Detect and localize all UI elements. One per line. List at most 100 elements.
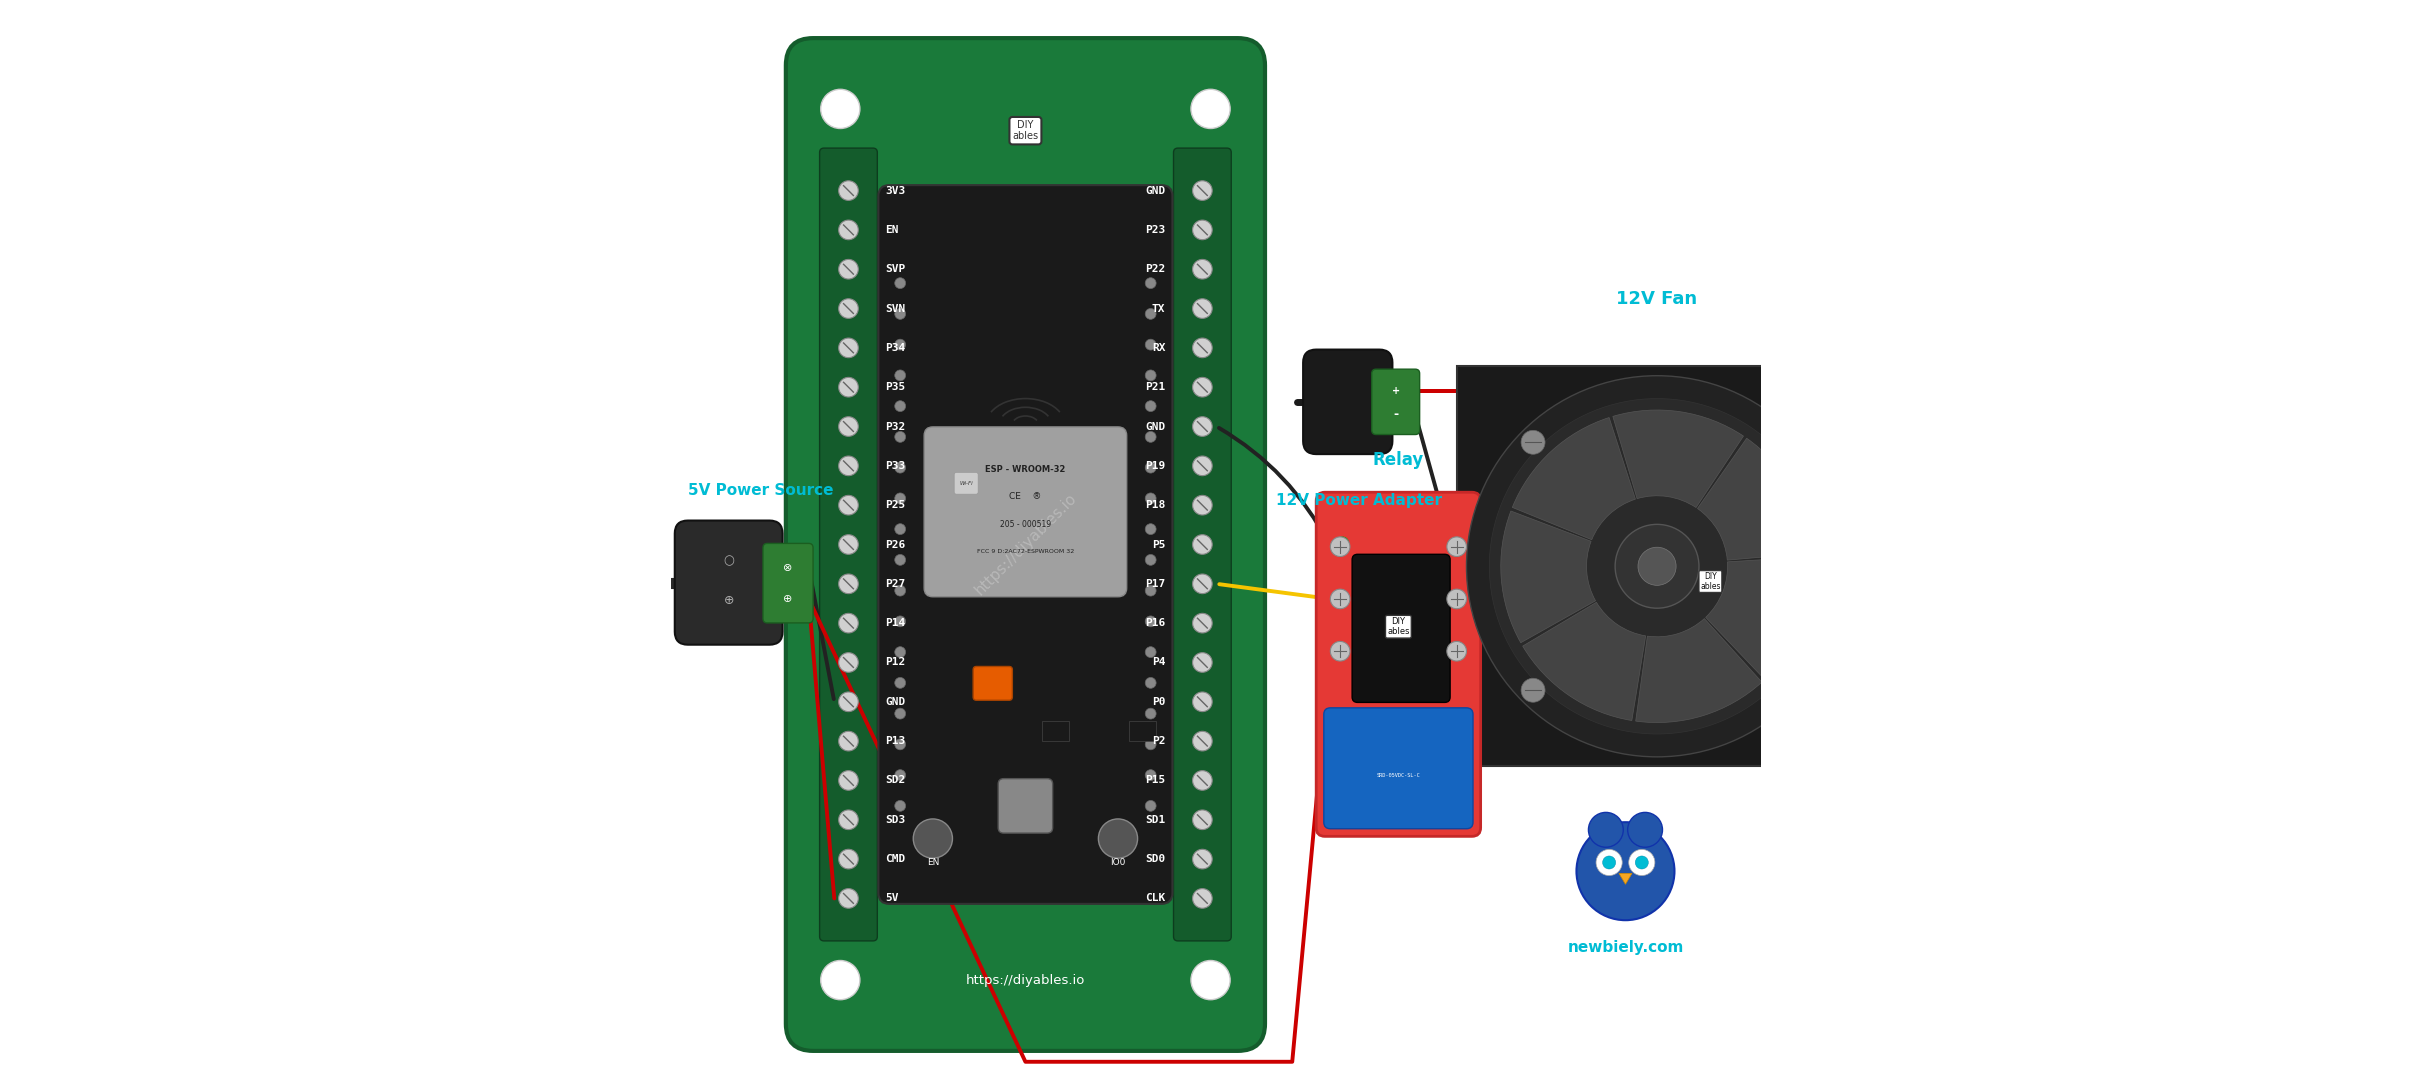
Text: DIY
ables: DIY ables	[1012, 120, 1038, 142]
Text: newbiely.com: newbiely.com	[1566, 940, 1683, 955]
Circle shape	[1629, 849, 1654, 876]
FancyBboxPatch shape	[1175, 148, 1231, 941]
Text: P32: P32	[885, 421, 905, 431]
Circle shape	[839, 810, 858, 830]
Text: P14: P14	[885, 619, 905, 628]
Circle shape	[1145, 647, 1155, 658]
Circle shape	[839, 652, 858, 672]
FancyBboxPatch shape	[1352, 554, 1449, 702]
Circle shape	[1576, 822, 1676, 920]
Circle shape	[914, 819, 953, 858]
Circle shape	[839, 495, 858, 515]
Circle shape	[839, 692, 858, 711]
Text: EN: EN	[885, 225, 900, 235]
Text: P25: P25	[885, 500, 905, 510]
Circle shape	[1192, 732, 1211, 751]
Circle shape	[1588, 812, 1622, 847]
Circle shape	[895, 493, 905, 504]
Circle shape	[1634, 856, 1649, 869]
Circle shape	[1192, 960, 1231, 1000]
FancyBboxPatch shape	[1323, 708, 1474, 829]
Circle shape	[1192, 298, 1211, 318]
Circle shape	[1335, 537, 1350, 550]
Text: SD2: SD2	[885, 775, 905, 785]
Text: EN: EN	[927, 858, 939, 867]
Text: CMD: CMD	[885, 854, 905, 864]
Circle shape	[1615, 524, 1700, 608]
Circle shape	[1145, 616, 1155, 627]
Text: FCC 9 D:2AC72-ESPWROOM 32: FCC 9 D:2AC72-ESPWROOM 32	[978, 549, 1075, 554]
Circle shape	[1192, 495, 1211, 515]
Circle shape	[1145, 462, 1155, 473]
Text: ⊕: ⊕	[783, 594, 793, 603]
Text: P16: P16	[1145, 619, 1165, 628]
Text: Wi-Fi: Wi-Fi	[958, 481, 973, 486]
Circle shape	[895, 708, 905, 719]
Circle shape	[1145, 800, 1155, 811]
Text: SD1: SD1	[1145, 815, 1165, 824]
Text: GND: GND	[1145, 421, 1165, 431]
Circle shape	[895, 647, 905, 658]
Circle shape	[839, 574, 858, 594]
Circle shape	[839, 378, 858, 397]
Wedge shape	[1513, 417, 1634, 540]
FancyBboxPatch shape	[820, 148, 878, 941]
Text: ESP - WROOM-32: ESP - WROOM-32	[985, 465, 1065, 474]
Circle shape	[1447, 537, 1466, 556]
Circle shape	[895, 339, 905, 350]
Circle shape	[1603, 856, 1615, 869]
FancyBboxPatch shape	[674, 521, 783, 645]
Wedge shape	[1698, 438, 1812, 560]
Circle shape	[1595, 849, 1622, 876]
Circle shape	[1192, 456, 1211, 476]
Circle shape	[1330, 641, 1350, 661]
Text: P27: P27	[885, 579, 905, 589]
FancyBboxPatch shape	[997, 779, 1053, 833]
Text: CE    ®: CE ®	[1009, 492, 1041, 501]
Circle shape	[1520, 678, 1544, 702]
Text: 12V Fan: 12V Fan	[1617, 291, 1698, 308]
Wedge shape	[1637, 619, 1761, 722]
Text: 12V Power Adapter: 12V Power Adapter	[1277, 493, 1442, 509]
Circle shape	[820, 960, 861, 1000]
Circle shape	[895, 308, 905, 319]
Text: P0: P0	[1153, 697, 1165, 707]
Text: P18: P18	[1145, 500, 1165, 510]
Circle shape	[1768, 678, 1792, 702]
Circle shape	[839, 456, 858, 476]
Wedge shape	[1705, 556, 1814, 680]
Text: SD3: SD3	[885, 815, 905, 824]
Circle shape	[1145, 524, 1155, 535]
Wedge shape	[1522, 602, 1646, 721]
Text: DIY
ables: DIY ables	[1700, 572, 1722, 591]
Circle shape	[1145, 677, 1155, 688]
Text: https://diyables.io: https://diyables.io	[966, 974, 1085, 987]
Text: ⊕: ⊕	[722, 594, 734, 607]
Circle shape	[895, 770, 905, 781]
Text: 205 - 000519: 205 - 000519	[1000, 519, 1051, 528]
Circle shape	[1145, 339, 1155, 350]
Text: GND: GND	[885, 697, 905, 707]
Text: P33: P33	[885, 461, 905, 470]
Circle shape	[895, 800, 905, 811]
FancyBboxPatch shape	[878, 185, 1172, 904]
Text: P17: P17	[1145, 579, 1165, 589]
Circle shape	[839, 220, 858, 240]
Circle shape	[1192, 574, 1211, 594]
Text: SVN: SVN	[885, 304, 905, 314]
Circle shape	[1192, 810, 1211, 830]
Text: P35: P35	[885, 382, 905, 392]
Text: Relay: Relay	[1372, 451, 1425, 468]
Circle shape	[1145, 585, 1155, 596]
Text: P15: P15	[1145, 775, 1165, 785]
Polygon shape	[1620, 873, 1632, 884]
FancyBboxPatch shape	[786, 38, 1265, 1051]
Circle shape	[839, 298, 858, 318]
Bar	[1457, 366, 1858, 767]
Text: P34: P34	[885, 343, 905, 353]
Circle shape	[820, 89, 861, 129]
Circle shape	[1192, 849, 1211, 869]
Circle shape	[1145, 308, 1155, 319]
Text: DIY
ables: DIY ables	[1386, 617, 1411, 636]
Circle shape	[895, 401, 905, 412]
